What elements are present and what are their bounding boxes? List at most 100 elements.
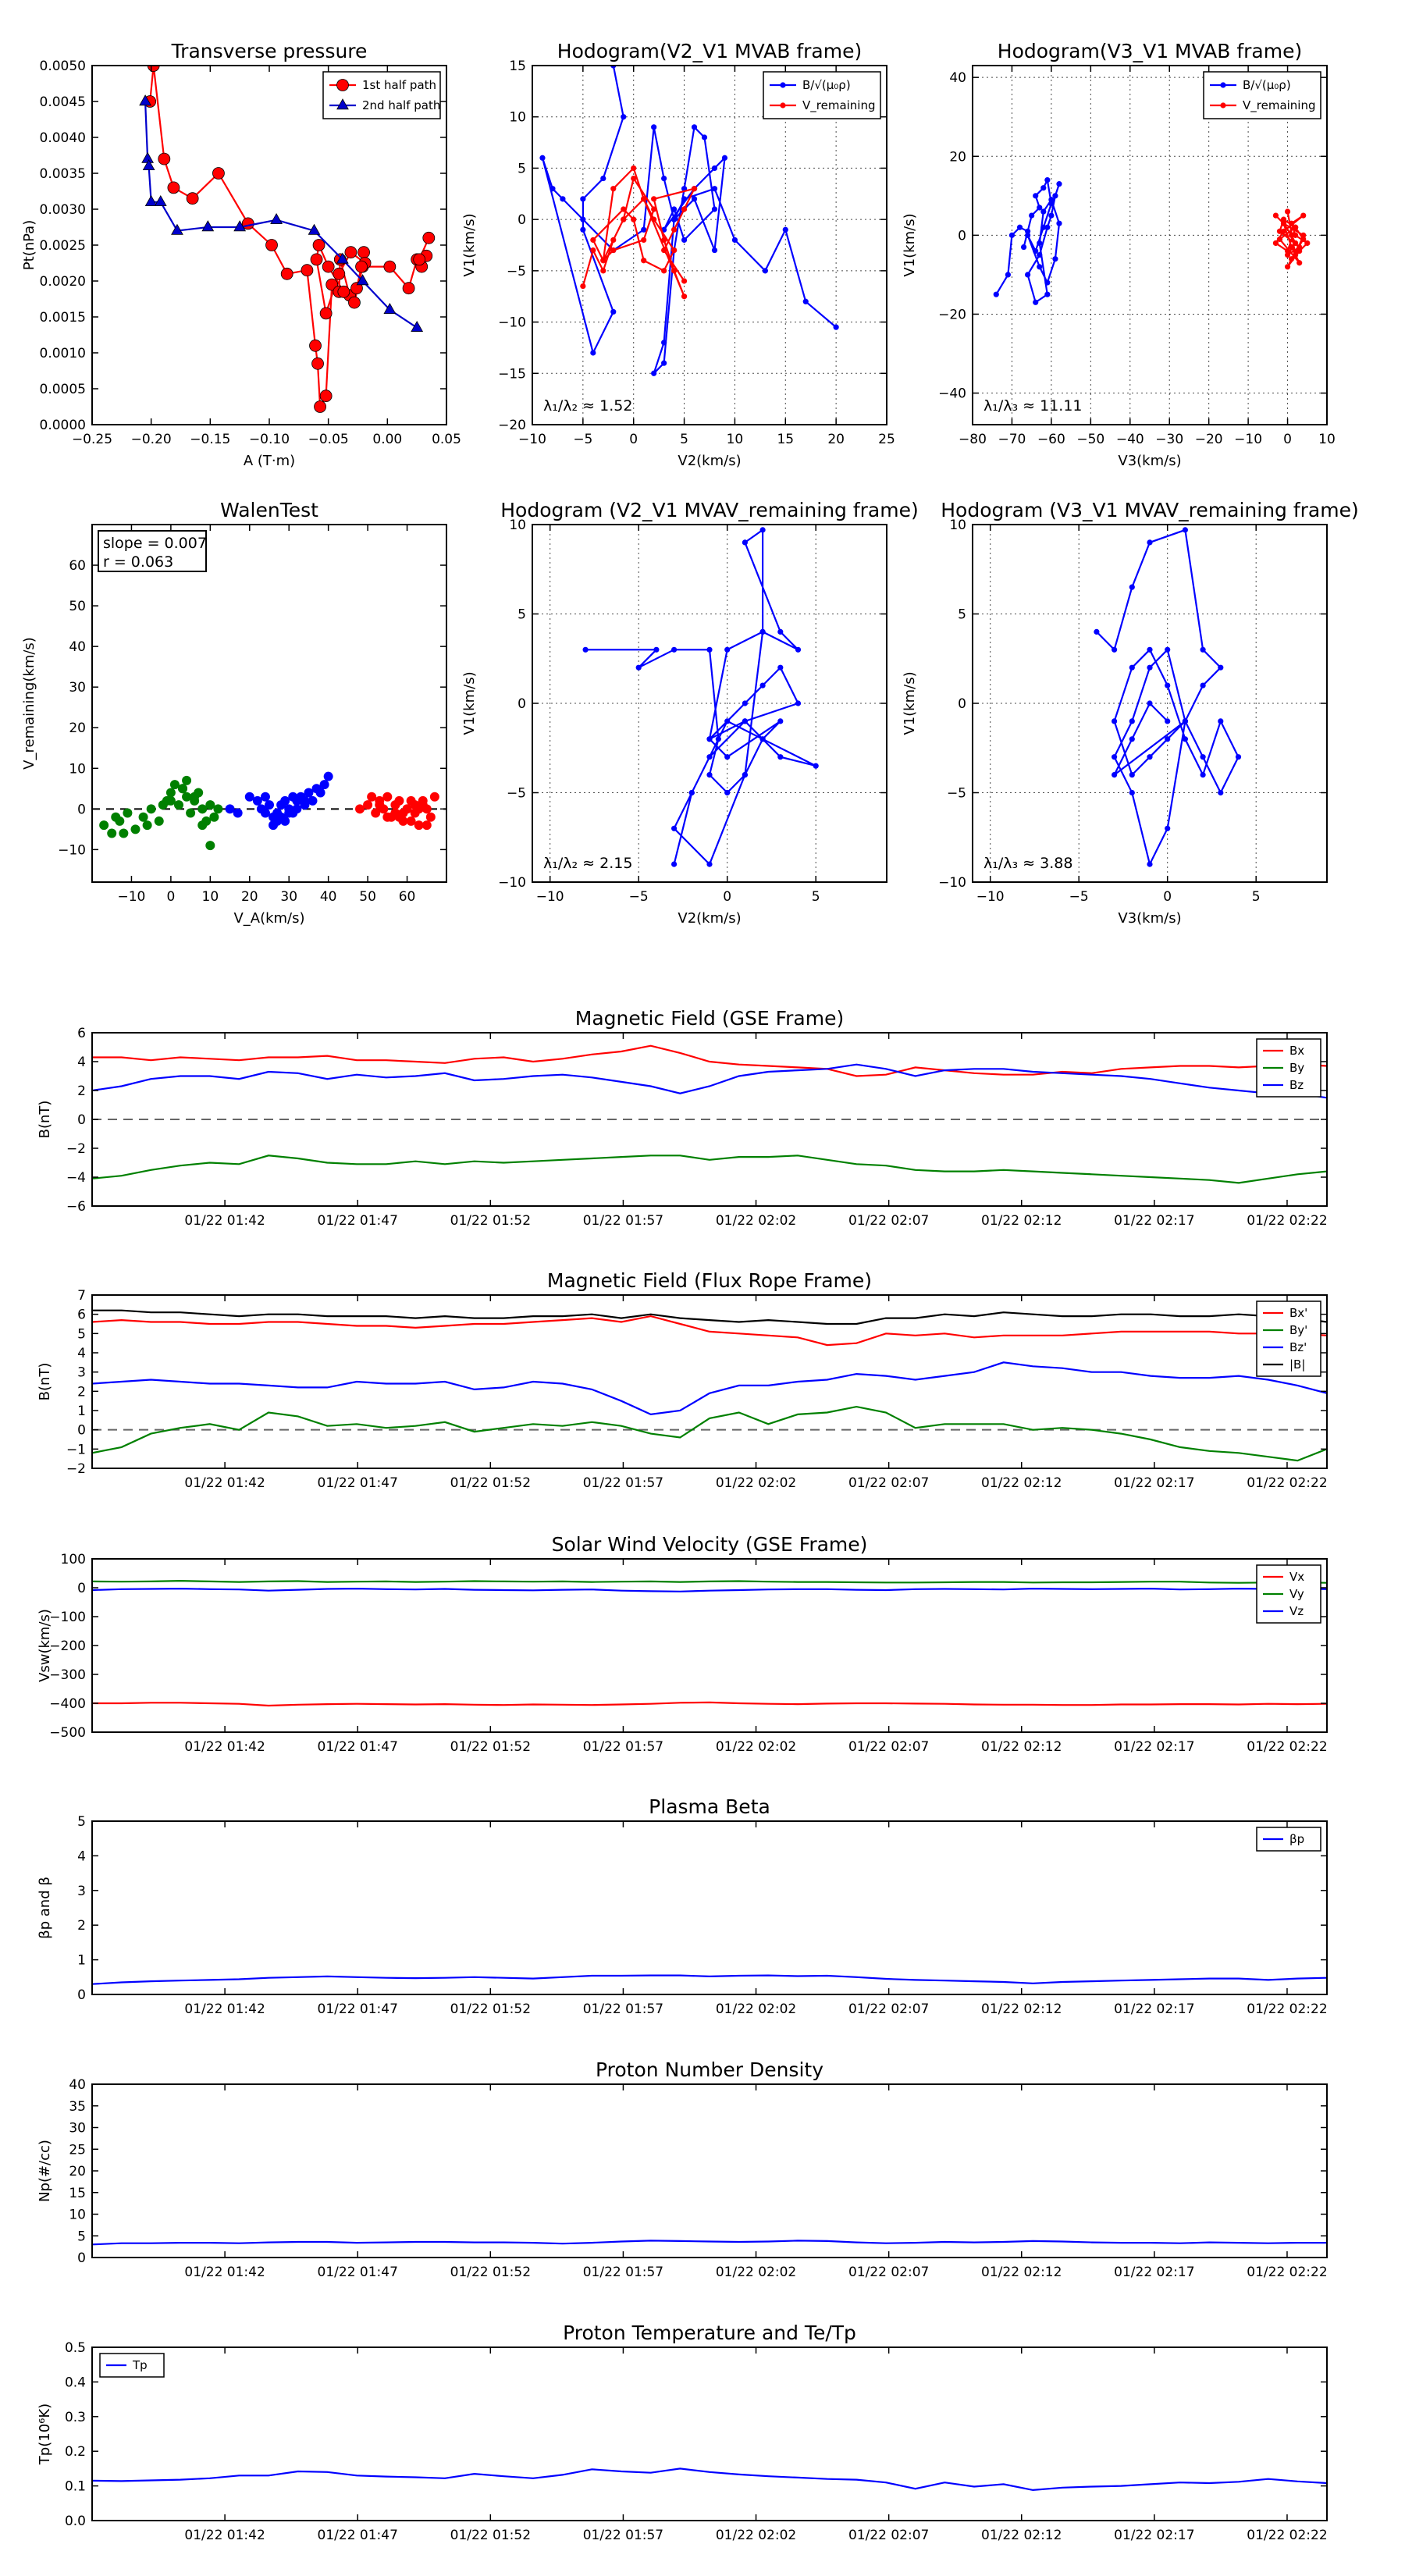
- y-tick-label: 100: [61, 1552, 86, 1567]
- data-point: [1289, 244, 1295, 251]
- axes-frame: [91, 2347, 1328, 2521]
- data-point: [319, 390, 333, 403]
- data-point: [1040, 185, 1047, 191]
- chart-title: Magnetic Field (GSE Frame): [575, 1007, 844, 1030]
- y-tick-label: −20: [498, 418, 526, 433]
- data-point: [1056, 181, 1062, 187]
- data-point: [173, 800, 183, 810]
- x-tick-label: 10: [1318, 432, 1336, 447]
- y-tick-label: 5: [958, 607, 966, 623]
- data-point: [1300, 232, 1307, 238]
- y-tick-label: −10: [58, 842, 86, 858]
- data-point: [777, 718, 784, 724]
- data-point: [731, 237, 738, 244]
- data-point: [182, 775, 192, 785]
- x-tick-label: 01/22 02:12: [981, 2528, 1062, 2543]
- legend-label: Bz': [1289, 1340, 1307, 1354]
- y-tick-label: 0.0010: [40, 346, 86, 361]
- x-tick-label: 15: [777, 432, 794, 447]
- data-point: [406, 816, 416, 826]
- data-point: [154, 194, 167, 207]
- data-point: [322, 260, 335, 273]
- legend: Bx By Bz: [1256, 1038, 1321, 1098]
- y-axis-label: V1(km/s): [902, 213, 918, 276]
- data-point: [742, 718, 749, 724]
- chart-ts2: 01/22 01:42 01/22 01:47 01/22 01:52 01/22 0…: [37, 1269, 1328, 1491]
- data-point: [425, 812, 436, 822]
- y-tick-label: 4: [77, 1055, 86, 1070]
- ratio-annotation: λ₁/λ₂ ≈ 1.52: [543, 397, 632, 415]
- data-point: [1129, 772, 1135, 778]
- x-tick-label: −10: [976, 889, 1005, 905]
- data-point: [621, 114, 627, 120]
- x-tick-label: 10: [202, 889, 219, 905]
- ratio-annotation: λ₁/λ₃ ≈ 11.11: [984, 397, 1083, 415]
- x-tick-label: −10: [536, 889, 564, 905]
- x-tick-label: 0: [1283, 432, 1292, 447]
- y-axis-label: B(nT): [37, 1101, 53, 1139]
- chart-title: Hodogram(V2_V1 MVAB frame): [557, 40, 862, 62]
- data-point: [382, 812, 393, 822]
- data-point: [671, 226, 678, 233]
- y-tick-label: −500: [49, 1725, 86, 1741]
- x-tick-label: 50: [359, 889, 376, 905]
- data-point: [1165, 646, 1171, 653]
- data-point: [691, 196, 698, 202]
- axes-frame: [91, 2083, 1328, 2258]
- y-tick-label: −1: [66, 1442, 86, 1457]
- x-tick-label: 01/22 01:47: [318, 1475, 398, 1491]
- data-point: [252, 795, 262, 806]
- plot-area: [92, 2467, 1327, 2492]
- x-tick-label: 01/22 02:12: [981, 2001, 1062, 2017]
- x-tick-label: 01/22 02:07: [848, 1475, 929, 1491]
- data-point: [742, 539, 749, 546]
- data-point: [1304, 240, 1311, 247]
- x-tick-label: 0.00: [372, 432, 402, 447]
- plot-area: [92, 1044, 1327, 1184]
- y-tick-label: 30: [69, 2121, 86, 2137]
- data-point: [130, 824, 140, 834]
- x-tick-label: 01/22 01:57: [583, 2528, 663, 2543]
- data-point: [1008, 232, 1016, 238]
- y-tick-label: −5: [947, 786, 966, 802]
- data-point: [260, 792, 270, 802]
- data-point: [1293, 224, 1299, 230]
- x-tick-label: 01/22 02:07: [848, 1739, 929, 1755]
- data-point: [777, 628, 784, 635]
- data-point: [244, 792, 254, 802]
- data-point: [671, 825, 678, 831]
- x-tick-label: 0.05: [432, 432, 461, 447]
- y-tick-label: 0: [77, 1581, 86, 1596]
- x-tick-label: 01/22 02:17: [1114, 1739, 1194, 1755]
- legend-marker: [1220, 102, 1226, 109]
- x-tick-label: −0.15: [190, 432, 230, 447]
- data-point: [582, 646, 589, 653]
- data-point: [671, 646, 678, 653]
- legend-label: Bx': [1289, 1306, 1307, 1320]
- x-tick-label: 01/22 02:02: [716, 1213, 796, 1229]
- x-tick-label: 01/22 02:02: [716, 1475, 796, 1491]
- data-point: [1037, 252, 1043, 258]
- data-point: [336, 252, 349, 264]
- data-point: [233, 808, 243, 818]
- y-tick-label: 5: [77, 2229, 86, 2244]
- data-point: [610, 186, 617, 192]
- data-point: [661, 175, 667, 182]
- legend-label: V_remaining: [1243, 98, 1316, 113]
- data-point: [1033, 299, 1039, 305]
- y-tick-label: 0.0000: [40, 418, 86, 433]
- data-point: [711, 165, 718, 172]
- legend: βp: [1256, 1827, 1321, 1852]
- legend-marker: [780, 82, 786, 88]
- y-tick-label: 0: [77, 2250, 86, 2266]
- data-point: [661, 360, 667, 366]
- y-tick-label: 0.0040: [40, 130, 86, 146]
- y-tick-label: −300: [49, 1667, 86, 1683]
- x-tick-label: 0: [1163, 889, 1172, 905]
- legend-label: 1st half path: [362, 78, 436, 92]
- data-point: [590, 350, 596, 356]
- chart-title: Proton Number Density: [596, 2058, 823, 2081]
- legend-label: Vx: [1289, 1570, 1304, 1584]
- data-point: [269, 820, 279, 831]
